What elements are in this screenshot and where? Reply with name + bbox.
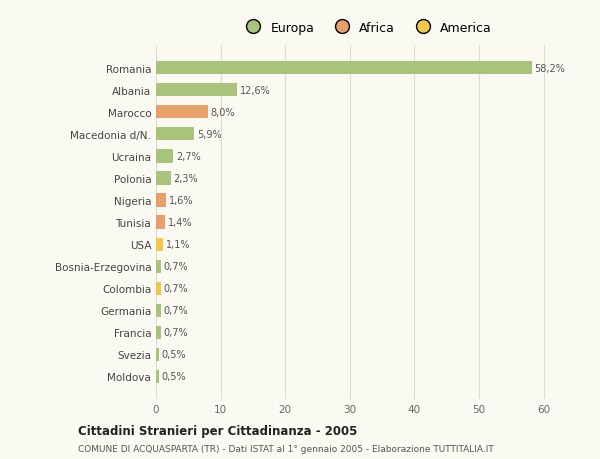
- Text: 0,7%: 0,7%: [163, 284, 188, 294]
- Text: 8,0%: 8,0%: [210, 107, 235, 118]
- Text: 1,6%: 1,6%: [169, 196, 193, 206]
- Bar: [156, 150, 173, 163]
- Text: 0,5%: 0,5%: [162, 350, 187, 360]
- Text: 1,4%: 1,4%: [167, 218, 192, 228]
- Bar: [156, 304, 161, 317]
- Bar: [156, 106, 208, 119]
- Bar: [156, 370, 159, 383]
- Text: 2,7%: 2,7%: [176, 151, 201, 162]
- Bar: [156, 260, 161, 273]
- Text: 0,5%: 0,5%: [162, 372, 187, 381]
- Text: 0,7%: 0,7%: [163, 306, 188, 316]
- Bar: [156, 172, 171, 185]
- Bar: [156, 194, 166, 207]
- Text: Cittadini Stranieri per Cittadinanza - 2005: Cittadini Stranieri per Cittadinanza - 2…: [78, 424, 358, 437]
- Legend: Europa, Africa, America: Europa, Africa, America: [235, 17, 497, 40]
- Text: 1,1%: 1,1%: [166, 240, 190, 250]
- Text: 0,7%: 0,7%: [163, 262, 188, 272]
- Bar: [156, 326, 161, 339]
- Text: 58,2%: 58,2%: [535, 64, 566, 73]
- Bar: [156, 216, 165, 229]
- Bar: [156, 282, 161, 295]
- Bar: [156, 62, 532, 75]
- Text: 5,9%: 5,9%: [197, 129, 221, 140]
- Bar: [156, 128, 194, 141]
- Bar: [156, 348, 159, 361]
- Text: 0,7%: 0,7%: [163, 328, 188, 338]
- Text: 12,6%: 12,6%: [240, 85, 271, 95]
- Bar: [156, 84, 238, 97]
- Text: COMUNE DI ACQUASPARTA (TR) - Dati ISTAT al 1° gennaio 2005 - Elaborazione TUTTIT: COMUNE DI ACQUASPARTA (TR) - Dati ISTAT …: [78, 444, 494, 453]
- Text: 2,3%: 2,3%: [173, 174, 198, 184]
- Bar: [156, 238, 163, 251]
